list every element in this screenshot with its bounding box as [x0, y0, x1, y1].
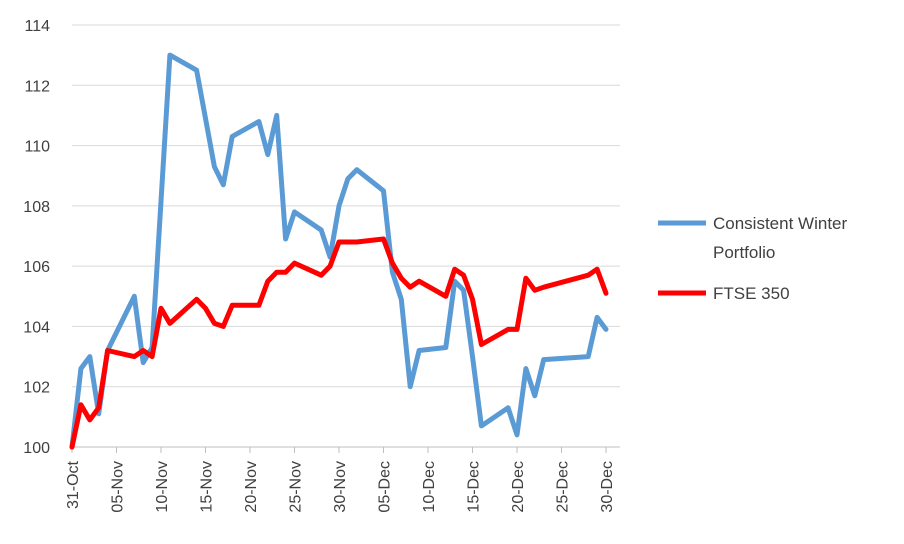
- x-tick-label: 15-Nov: [199, 461, 216, 513]
- x-tick-label: 05-Nov: [110, 461, 127, 513]
- x-tick-label: 30-Nov: [332, 461, 349, 513]
- x-tick-label: 25-Nov: [288, 461, 305, 513]
- x-tick-label: 10-Dec: [421, 461, 438, 513]
- x-tick-label: 25-Dec: [555, 461, 572, 513]
- series-line-consistent-winter-portfolio: [69, 52, 609, 450]
- x-tick-label: 30-Dec: [599, 461, 616, 513]
- legend-label-ftse-350: FTSE 350: [713, 284, 790, 303]
- y-tick-label: 100: [23, 440, 50, 457]
- series-lines: [69, 52, 609, 450]
- y-tick-label: 108: [23, 199, 50, 216]
- y-tick-label: 114: [24, 18, 50, 35]
- y-tick-label: 104: [23, 319, 50, 336]
- x-tick-label: 20-Nov: [243, 461, 260, 513]
- x-tick-label: 10-Nov: [154, 461, 171, 513]
- x-tick-label: 20-Dec: [510, 461, 527, 513]
- axes: 100 102 104 106 108 110 112 114 31-Oct 05-Nov 10-N…: [23, 18, 620, 513]
- y-tick-label: 102: [23, 380, 50, 397]
- x-tick-label: 31-Oct: [65, 460, 82, 509]
- y-tick-label: 112: [24, 78, 50, 95]
- x-tick-label: 15-Dec: [466, 461, 483, 513]
- y-tick-label: 106: [23, 259, 50, 276]
- legend-label-consistent-winter-portfolio-line2: Portfolio: [713, 243, 775, 262]
- y-tick-label: 110: [24, 139, 50, 156]
- legend: Consistent Winter Portfolio FTSE 350: [658, 214, 847, 303]
- legend-label-consistent-winter-portfolio: Consistent Winter: [713, 214, 847, 233]
- series-line-ftse-350: [69, 236, 609, 450]
- x-tick-label: 05-Dec: [377, 461, 394, 513]
